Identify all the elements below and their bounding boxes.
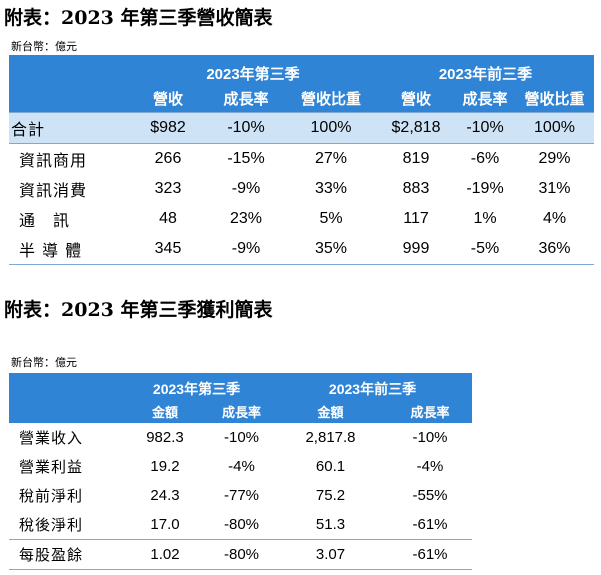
profit-group-q3: 2023年第三季: [120, 373, 273, 399]
profit-sub-header: 成長率: [388, 399, 472, 423]
table-cell: -5%: [455, 234, 515, 265]
revenue-table-title: 附表：2023 年第三季營收簡表: [4, 7, 273, 29]
table-cell: 3.07: [273, 539, 388, 570]
row-label: 每股盈餘: [9, 539, 120, 570]
revenue-sub-header: 營收: [129, 84, 207, 113]
table-row: 通 訊 48 23% 5% 117 1% 4%: [9, 204, 594, 234]
table-row: 稅後淨利 17.0 -80% 51.3 -61%: [9, 510, 472, 540]
table-cell: 29%: [538, 150, 571, 167]
revenue-sub-header: 營收比重: [285, 84, 377, 113]
table-cell: -80%: [223, 516, 260, 533]
table-cell: -9%: [231, 180, 261, 197]
table-cell: 35%: [285, 234, 377, 265]
table-cell: 27%: [314, 150, 348, 167]
profit-group-ytd: 2023年前三季: [273, 373, 472, 399]
table-cell: 4%: [542, 210, 567, 227]
revenue-sub-header-row: 營收 成長率 營收比重 營收 成長率 營收比重: [9, 84, 594, 113]
table-cell: 5%: [319, 210, 343, 227]
row-label: 半 導 體: [9, 234, 129, 265]
table-cell: 819: [402, 150, 430, 167]
revenue-sub-header: 營收: [377, 84, 455, 113]
table-cell: -10%: [455, 112, 515, 144]
table-cell: 31%: [538, 180, 571, 197]
eps-row: 每股盈餘 1.02 -80% 3.07 -61%: [9, 539, 472, 570]
table-cell: 51.3: [315, 516, 346, 533]
table-cell: 1.02: [120, 539, 210, 570]
row-label: 通 訊: [19, 211, 71, 230]
table-cell: 60.1: [315, 458, 346, 475]
table-row: 稅前淨利 24.3 -77% 75.2 -55%: [9, 481, 472, 510]
table-cell: 33%: [314, 180, 348, 197]
table-cell: -9%: [207, 234, 285, 265]
revenue-total-row: 合計 $982 -10% 100% $2,818 -10% 100%: [9, 112, 594, 144]
table-cell: -55%: [412, 487, 448, 504]
row-label: 資訊消費: [19, 181, 88, 200]
row-label: 稅前淨利: [19, 487, 84, 505]
table-row: 資訊商用 266 -15% 27% 819 -6% 29%: [9, 144, 594, 175]
table-cell: 100%: [285, 112, 377, 144]
row-label: 稅後淨利: [19, 516, 84, 534]
table-cell: -10%: [223, 429, 260, 446]
profit-group-header-row: 2023年第三季 2023年前三季: [9, 373, 472, 399]
profit-sub-header: 金額: [273, 399, 388, 423]
table-cell: 323: [154, 180, 182, 197]
table-cell: 17.0: [150, 516, 180, 533]
table-row: 資訊消費 323 -9% 33% 883 -19% 31%: [9, 174, 594, 204]
table-row: 半 導 體 345 -9% 35% 999 -5% 36%: [9, 234, 594, 265]
table-cell: -10%: [207, 112, 285, 144]
table-cell: 48: [159, 210, 177, 227]
profit-sub-header: 成長率: [210, 399, 273, 423]
table-cell: -15%: [227, 150, 265, 167]
revenue-group-q3: 2023年第三季: [129, 55, 377, 84]
table-cell: -80%: [210, 539, 273, 570]
profit-table: 2023年第三季 2023年前三季 金額 成長率 金額 成長率 營業收入 982…: [9, 373, 472, 570]
row-label: 合計: [9, 112, 129, 144]
table-cell: 75.2: [315, 487, 346, 504]
profit-sub-header: 金額: [120, 399, 210, 423]
table-cell: 117: [403, 210, 429, 227]
table-cell: 345: [129, 234, 207, 265]
revenue-sub-header: 成長率: [207, 84, 285, 113]
table-cell: -4%: [416, 458, 444, 475]
revenue-unit-label: 新台幣：億元: [11, 40, 77, 53]
profit-table-title: 附表：2023 年第三季獲利簡表: [4, 299, 273, 321]
table-cell: -61%: [388, 539, 472, 570]
table-cell: 24.3: [150, 487, 180, 504]
table-cell: -19%: [466, 180, 504, 197]
table-row: 營業收入 982.3 -10% 2,817.8 -10%: [9, 423, 472, 452]
table-cell: $982: [129, 112, 207, 144]
table-cell: -10%: [412, 429, 448, 446]
row-label: 資訊商用: [19, 151, 88, 170]
table-cell: 982.3: [146, 429, 184, 446]
revenue-group-ytd: 2023年前三季: [377, 55, 594, 84]
table-cell: -61%: [412, 516, 448, 533]
table-cell: 19.2: [150, 458, 180, 475]
revenue-group-header-row: 2023年第三季 2023年前三季: [9, 55, 594, 84]
table-cell: -77%: [223, 487, 260, 504]
table-cell: 23%: [229, 210, 263, 227]
table-cell: 2,817.8: [305, 429, 356, 446]
row-label: 營業收入: [19, 429, 84, 447]
table-cell: $2,818: [377, 112, 455, 144]
table-cell: 1%: [473, 210, 497, 227]
revenue-table: 2023年第三季 2023年前三季 營收 成長率 營收比重 營收 成長率 營收比…: [9, 55, 594, 265]
profit-sub-header-row: 金額 成長率 金額 成長率: [9, 399, 472, 423]
table-cell: 999: [377, 234, 455, 265]
revenue-sub-header: 營收比重: [515, 84, 594, 113]
table-cell: 883: [402, 180, 430, 197]
table-cell: 36%: [515, 234, 594, 265]
table-cell: 266: [154, 150, 182, 167]
table-cell: 100%: [515, 112, 594, 144]
table-cell: -6%: [470, 150, 500, 167]
table-cell: -4%: [228, 458, 255, 475]
profit-unit-label: 新台幣：億元: [11, 356, 77, 369]
table-row: 營業利益 19.2 -4% 60.1 -4%: [9, 452, 472, 481]
row-label: 營業利益: [19, 458, 84, 476]
revenue-sub-header: 成長率: [455, 84, 515, 113]
